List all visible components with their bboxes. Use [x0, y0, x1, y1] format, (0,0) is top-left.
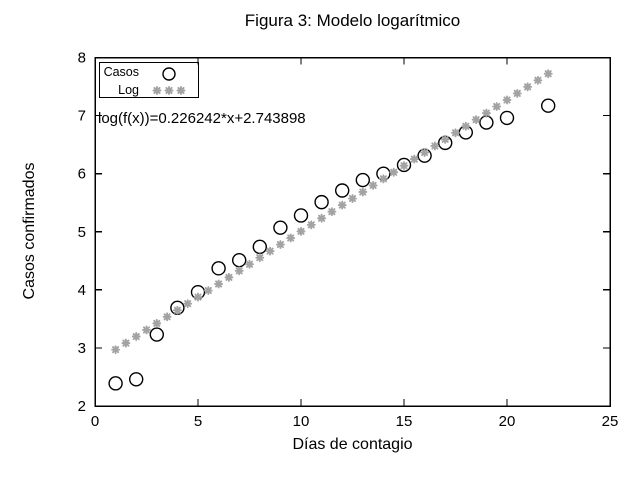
y-tick-label: 8 [78, 50, 86, 67]
data-point-log [131, 332, 141, 341]
data-point-log [245, 259, 254, 269]
y-tick-label: 5 [78, 224, 86, 241]
data-point-log [214, 279, 224, 289]
data-point-casos [355, 172, 370, 188]
data-point-casos [396, 157, 412, 173]
data-point-log [451, 128, 460, 138]
data-point-log [172, 305, 182, 315]
data-point-log [317, 213, 327, 223]
data-point-casos [149, 327, 165, 342]
data-point-log [327, 207, 337, 217]
data-point-log [389, 167, 399, 177]
legend: Casos Log [99, 62, 199, 98]
data-point-casos [273, 220, 288, 235]
data-point-log [234, 266, 244, 276]
data-point-log [265, 246, 275, 256]
data-point-log [378, 174, 388, 184]
data-point-log [275, 240, 285, 249]
fit-equation-annotation: log(f(x))=0.226242*x+2.743898 [98, 110, 306, 127]
data-point-log [543, 69, 553, 79]
data-point-log [255, 253, 265, 263]
data-point-log [512, 88, 522, 98]
data-point-log [224, 272, 234, 282]
data-point-log [183, 299, 193, 309]
y-tick-label: 2 [78, 398, 86, 415]
data-point-log [523, 82, 533, 92]
data-point-log [348, 194, 357, 203]
data-point-log [111, 345, 121, 355]
data-point-log [440, 134, 450, 144]
x-tick-label: 25 [602, 413, 619, 430]
y-tick-label: 3 [78, 340, 86, 357]
data-point-log [368, 180, 378, 190]
data-point-log [409, 154, 419, 164]
circle-marker-icon [162, 67, 176, 81]
data-point-casos [252, 239, 267, 255]
chart-title: Figura 3: Modelo logarítmico [244, 11, 461, 30]
data-point-log [502, 95, 512, 105]
data-point-log [492, 102, 502, 111]
data-point-casos [479, 115, 494, 130]
data-point-casos [314, 194, 329, 210]
data-point-casos [231, 253, 247, 268]
asterisk-marker-icon [152, 86, 186, 95]
data-point-log [142, 325, 151, 335]
data-point-log [471, 115, 481, 125]
x-tick-label: 0 [91, 413, 99, 430]
data-point-log [203, 286, 213, 295]
legend-label-log: Log [118, 83, 139, 97]
data-point-casos [211, 261, 226, 276]
y-tick-label: 4 [78, 282, 86, 299]
data-point-log [420, 148, 430, 157]
data-point-log [152, 318, 162, 328]
legend-label-casos: Casos [103, 65, 139, 79]
data-point-casos [499, 110, 515, 126]
y-tick-label: 6 [78, 166, 86, 183]
x-tick-label: 15 [396, 413, 413, 430]
data-point-casos [128, 372, 144, 387]
x-tick-label: 10 [293, 413, 310, 430]
data-point-log [121, 338, 131, 348]
y-tick-label: 7 [78, 108, 86, 125]
data-point-log [399, 161, 409, 171]
data-point-log [296, 226, 306, 236]
data-point-log [162, 312, 172, 322]
data-point-log [533, 75, 543, 85]
x-tick-label: 20 [499, 413, 516, 430]
x-axis-label: Días de contagio [292, 436, 413, 453]
data-point-log [430, 141, 440, 151]
data-point-log [481, 108, 491, 118]
data-point-casos [335, 183, 350, 198]
x-tick-label: 5 [194, 413, 202, 430]
data-point-log [306, 220, 316, 230]
data-point-casos [108, 376, 123, 391]
data-point-log [461, 121, 471, 131]
data-point-log [286, 233, 296, 243]
data-point-log [358, 187, 368, 197]
data-point-casos [541, 98, 556, 113]
data-point-casos [293, 208, 309, 223]
data-point-log [337, 200, 347, 210]
data-point-log [193, 292, 203, 302]
